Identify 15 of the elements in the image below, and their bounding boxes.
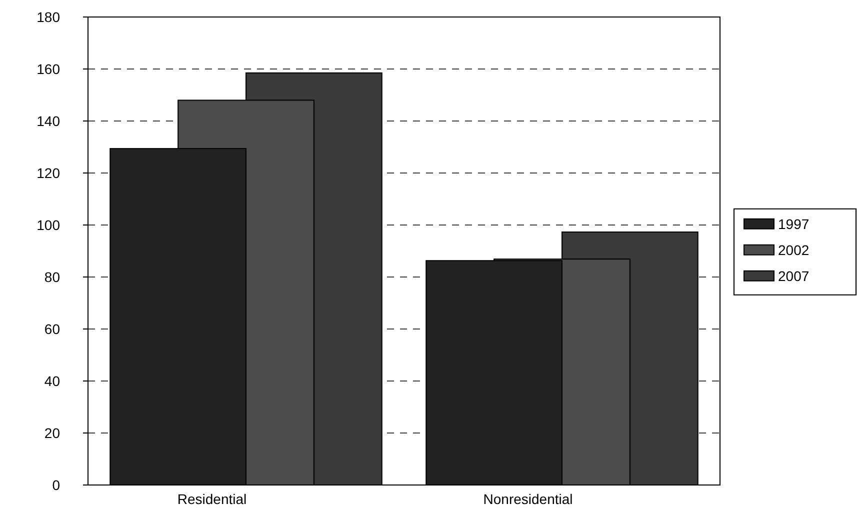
y-tick-label: 40 — [44, 372, 60, 389]
y-tick-label: 120 — [36, 164, 60, 181]
x-tick-label: Residential — [177, 491, 247, 507]
legend-label: 1997 — [778, 216, 810, 232]
y-tick-label: 20 — [44, 424, 60, 441]
legend-label: 2002 — [778, 242, 810, 258]
y-tick-label: 180 — [36, 8, 60, 25]
y-tick-label: 80 — [44, 268, 60, 285]
y-tick-label: 100 — [36, 216, 60, 233]
x-tick-label: Nonresidential — [483, 491, 573, 507]
y-tick-label: 60 — [44, 320, 60, 337]
y-tick-label: 140 — [36, 112, 60, 129]
legend-label: 2007 — [778, 268, 810, 284]
y-tick-label: 0 — [52, 476, 60, 493]
y-tick-label: 160 — [36, 60, 60, 77]
